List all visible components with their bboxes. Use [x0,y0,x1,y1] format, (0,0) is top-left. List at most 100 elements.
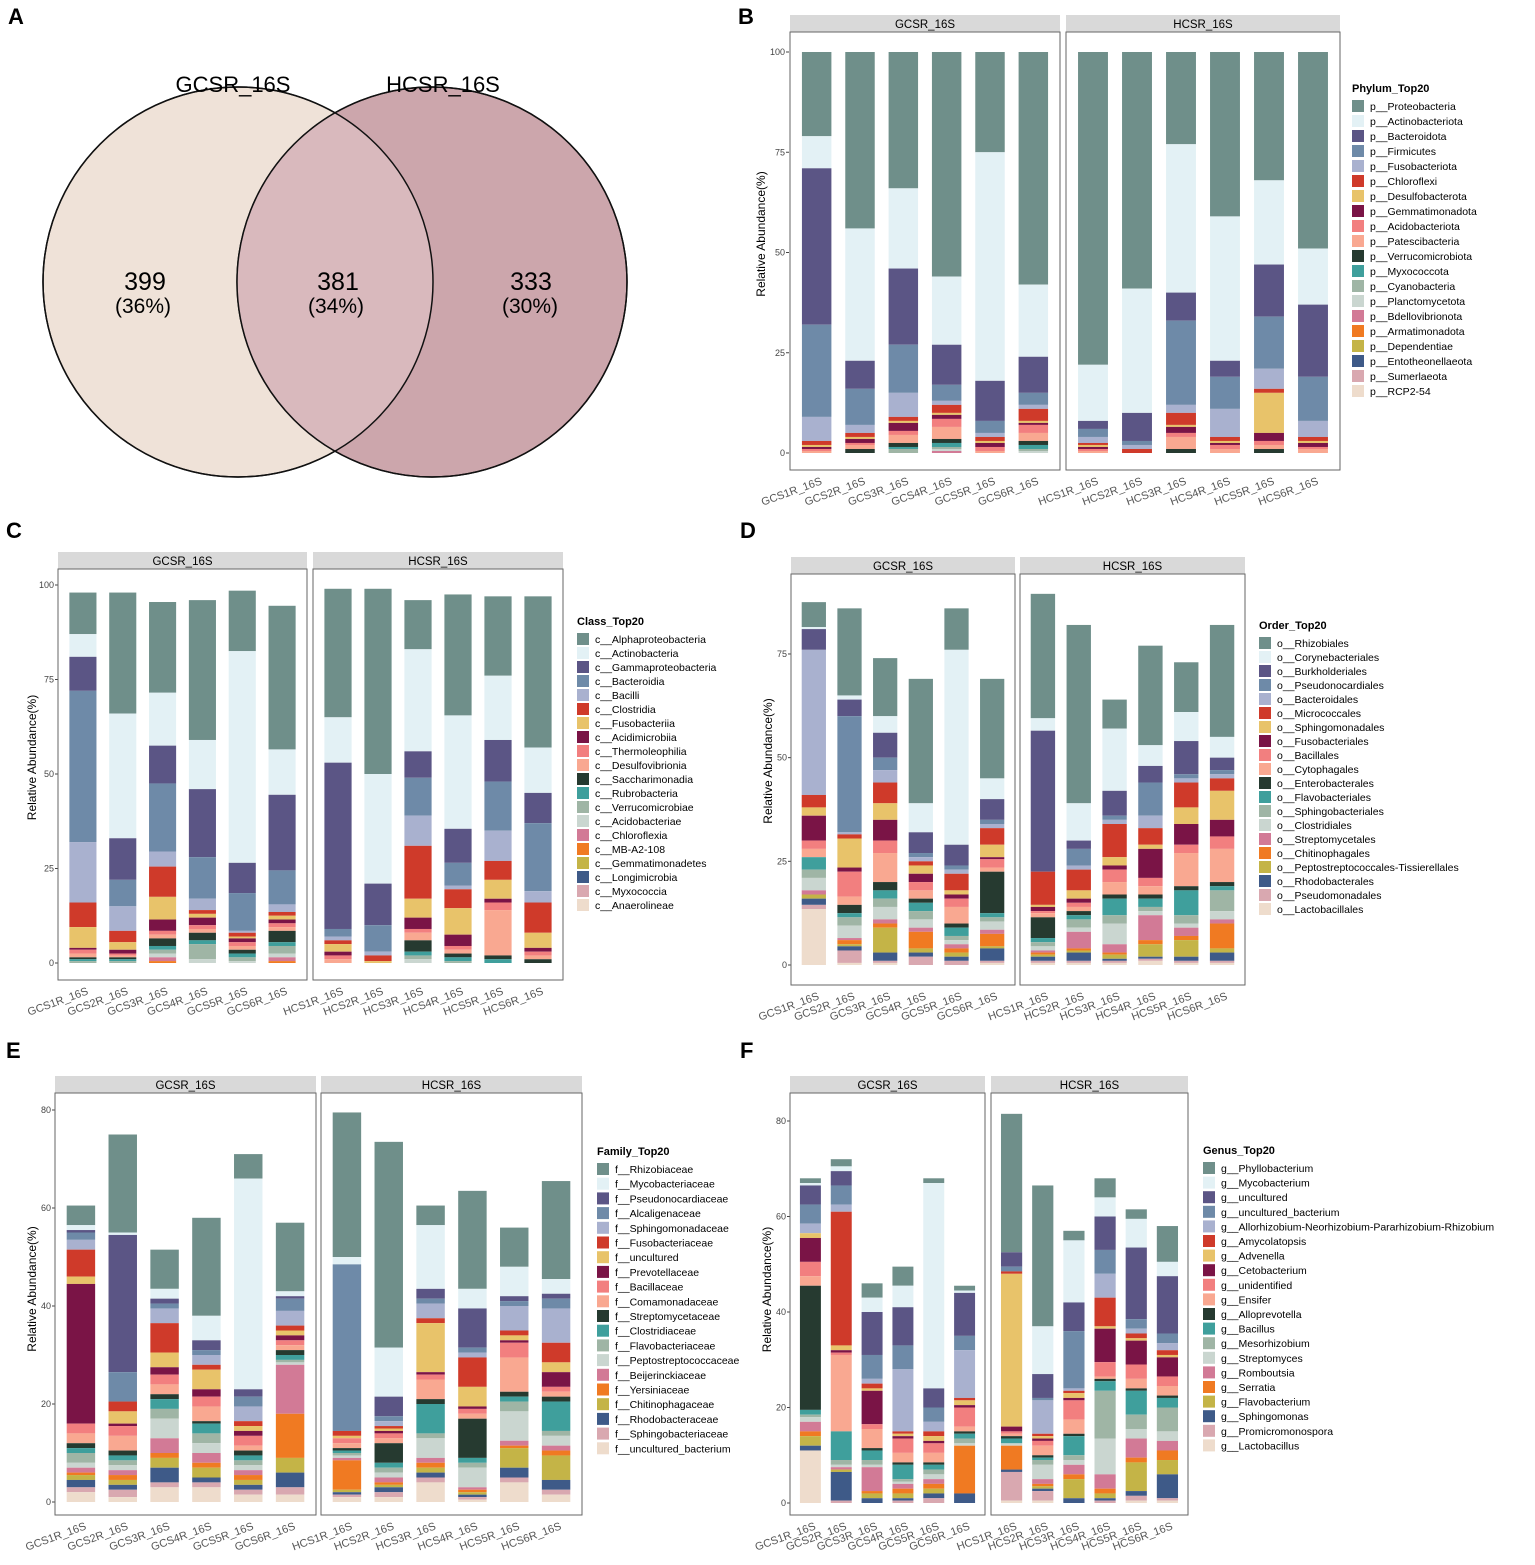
legend-label: f__Sphingobacteriaceae [615,1429,728,1441]
bar-segment [1125,1340,1147,1365]
bar-segment [275,1340,305,1346]
bar-segment [845,432,875,437]
bar-segment [324,717,352,763]
bar-segment [275,1472,305,1488]
bar-segment [923,1483,945,1489]
legend-swatch [577,829,589,841]
venn-left-count: 399 [124,268,166,296]
bar-segment [416,1404,445,1434]
bar-segment [500,1301,529,1306]
bar-segment [374,1438,403,1444]
bar-segment [109,949,137,954]
bar-segment [1032,1464,1054,1480]
bar-segment [908,931,933,949]
legend-item: o__Peptostreptococcales-Tissierellales [1259,861,1459,874]
bar-segment [1018,448,1049,451]
bar-segment [228,862,256,894]
legend-swatch [1352,115,1364,127]
legend-item: g__Romboutsia [1203,1366,1295,1379]
bar-segment [541,1445,571,1451]
bar-segment [324,928,352,937]
legend-item: p__Chloroflexi [1352,175,1437,188]
legend-item: p__Desulfobacterota [1352,190,1467,203]
bar-segment [524,959,552,963]
bar-segment [1254,392,1284,433]
bar-segment [799,1431,821,1437]
bar-segment [228,945,256,950]
bar-segment [228,930,256,933]
bar-segment [275,1298,305,1311]
legend-swatch [597,1265,609,1278]
y-tick-label: 80 [776,1116,786,1126]
bar-segment [332,1497,362,1502]
bar-segment [234,1406,263,1422]
bar-segment [458,1386,487,1407]
bar-segment [801,909,826,965]
bar-segment [234,1430,263,1436]
facet-label: GCSR_16S [857,1080,917,1092]
bar-segment [1298,442,1328,447]
bar-segment [374,1443,403,1463]
legend-label: f__Beijerinckiaceae [615,1370,706,1382]
bar-segment [830,1211,852,1346]
legend-swatch [1259,749,1271,761]
legend-label: p__Firmicutes [1370,146,1436,158]
bar-segment [500,1448,529,1468]
legend-swatch [1352,160,1364,172]
bar-segment [837,925,862,939]
bar-segment [1125,1378,1147,1389]
bar-segment [541,1489,571,1495]
bar-segment [1209,819,1235,837]
bar-segment [1032,1457,1054,1461]
y-tick-label: 60 [41,1203,51,1213]
legend-item: f__Rhizobiaceae [597,1163,693,1176]
bar-segment [1063,1390,1085,1394]
bar-segment [1030,730,1056,872]
legend-item: f__Comamonadaceae [597,1295,718,1308]
bar-segment [1125,1328,1147,1334]
bar-segment [268,911,296,916]
bar-segment [416,1457,445,1463]
legend-item: p__Dependentiae [1352,340,1453,353]
bar-segment [458,1413,487,1419]
bar-segment [66,1232,96,1240]
bar-segment [69,842,97,903]
bar-segment [1298,248,1328,305]
y-tick-label: 50 [775,248,785,258]
bar-segment [1125,1390,1147,1415]
bar-segment [66,1239,96,1250]
legend-title: Order_Top20 [1259,620,1327,632]
facet-label: HCSR_16S [1103,561,1163,573]
legend-item: p__Proteobacteria [1352,100,1456,113]
bar-segment [888,392,919,417]
bar-segment [374,1430,403,1434]
legend-swatch [1259,679,1271,691]
bar-segment [980,819,1005,825]
legend-label: f__Rhizobiaceae [615,1164,693,1176]
venn-shared-pct: (34%) [308,295,364,318]
y-tick-label: 25 [775,348,785,358]
bar-segment [1094,1493,1116,1499]
bar-segment [416,1303,445,1319]
legend-swatch [1259,665,1271,677]
bar-segment [1030,906,1056,912]
bar-segment [188,944,216,960]
bar-segment [1156,1350,1179,1355]
venn-left-pct: (36%) [115,295,171,318]
bar-segment [954,1350,976,1398]
bar-segment [873,906,898,920]
y-tick-label: 0 [780,448,785,458]
bar-segment [1156,1498,1179,1501]
bar-segment [1102,865,1127,870]
bar-segment [1138,944,1163,957]
bar-segment [888,430,919,435]
bar-segment [150,1394,179,1400]
bar-segment [150,1453,179,1458]
bar-segment [234,1455,263,1461]
bar-segment [1122,288,1152,413]
legend-swatch [1352,385,1364,397]
bar-segment [1138,782,1163,816]
bar-segment [66,1479,96,1488]
bar-segment [444,949,472,954]
